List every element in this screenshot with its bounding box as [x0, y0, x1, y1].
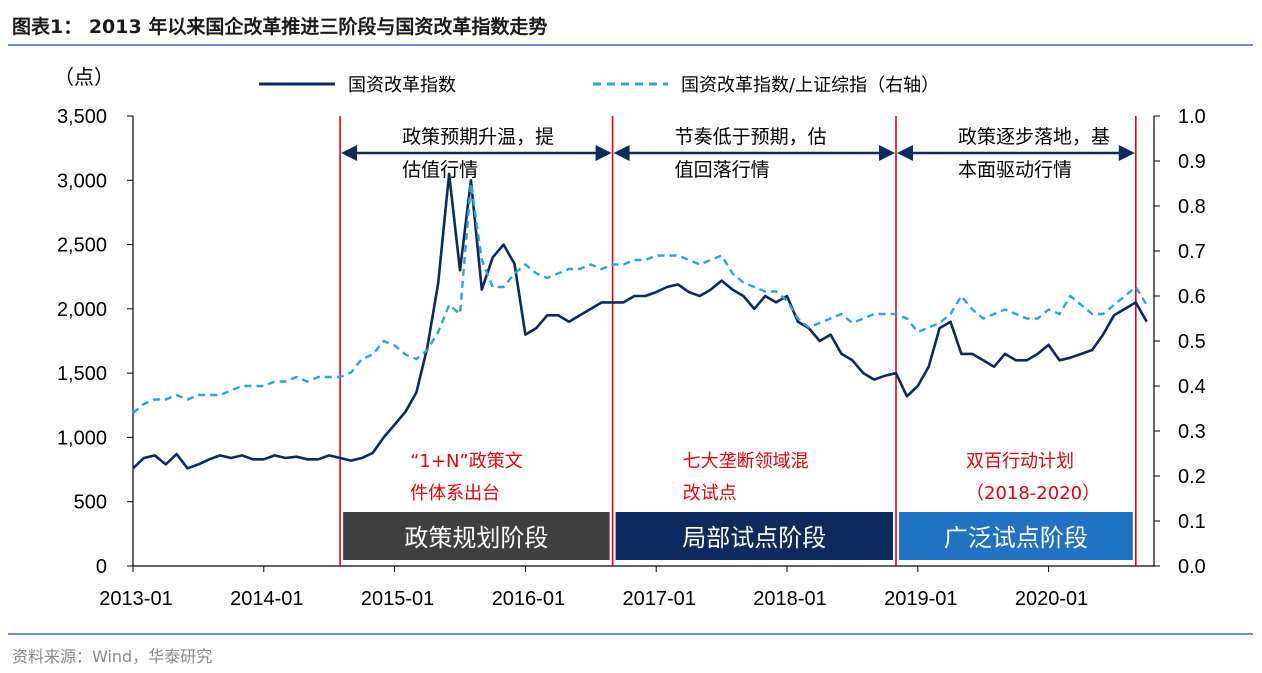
series-line-2 [132, 182, 1148, 414]
period-red-note: “1+N”政策文 [410, 451, 523, 472]
y-right-tick-label: 1.0 [1178, 106, 1206, 128]
source-divider [8, 633, 1253, 635]
period-arrow-note: 估值行情 [402, 159, 478, 181]
period-label: 局部试点阶段 [682, 524, 826, 552]
period-arrow-head-left [613, 145, 630, 161]
y-right-tick-label: 0.6 [1178, 286, 1206, 308]
chart-axes: （点） 0 500 1,000 1,500 2,000 2,500 3,000 3,500 0.0… [54, 66, 1206, 610]
period-label: 广泛试点阶段 [944, 524, 1088, 552]
y-left-tick-label: 2,000 [57, 299, 107, 321]
chart-title: 图表1： 2013 年以来国企改革推进三阶段与国资改革指数走势 [12, 16, 548, 38]
chart-series [132, 172, 1148, 470]
x-tick-label: 2017-01 [622, 588, 695, 610]
title-divider [8, 44, 1253, 46]
y-left-tick-label: 2,500 [57, 235, 107, 257]
period-arrow-note: 政策预期升温，提 [402, 126, 554, 148]
source-note: 资料来源：Wind，华泰研究 [12, 647, 213, 666]
y-left-tick-label: 0 [96, 556, 107, 578]
x-tick-label: 2013-01 [99, 588, 172, 610]
chart-legend: 国资改革指数 国资改革指数/上证综指（右轴） [259, 75, 939, 96]
x-tick-label: 2020-01 [1015, 588, 1088, 610]
period-red-note: 双百行动计划 [966, 451, 1074, 472]
y-right-tick-label: 0.2 [1178, 466, 1206, 488]
period-label-band [615, 512, 893, 560]
x-tick-label: 2019-01 [884, 588, 957, 610]
y-left-unit: （点） [54, 66, 114, 89]
period-arrow-head-left [897, 145, 913, 161]
y-left-tick-label: 500 [74, 492, 107, 514]
period-label-band [343, 512, 610, 560]
y-left-tick-label: 1,500 [57, 363, 107, 385]
y-right-tick-label: 0.7 [1178, 241, 1206, 263]
x-tick-label: 2014-01 [230, 588, 303, 610]
period-arrow-head-right [595, 145, 612, 161]
period-red-note: 七大垄断领域混 [683, 451, 809, 472]
period-arrow-note: 本面驱动行情 [958, 159, 1072, 181]
x-tick-label: 2018-01 [753, 588, 826, 610]
period-label-band [899, 512, 1133, 560]
series-line-1 [132, 172, 1148, 470]
y-right-tick-label: 0.9 [1178, 151, 1206, 173]
period-arrow-note: 政策逐步落地，基 [958, 126, 1110, 148]
period-red-note: 件体系出台 [410, 483, 500, 504]
y-left-tick-label: 1,000 [57, 427, 107, 449]
period-arrow-head-right [1118, 145, 1135, 161]
x-tick-label: 2016-01 [492, 588, 565, 610]
legend-label-1: 国资改革指数 [348, 75, 456, 96]
period-arrow-head-left [341, 145, 358, 161]
y-right-tick-label: 0.4 [1178, 376, 1206, 398]
period-arrow-note: 节奏低于预期，估 [675, 126, 827, 148]
y-right-tick-label: 0.3 [1178, 421, 1206, 443]
y-left-tick-label: 3,000 [57, 170, 107, 192]
y-right-tick-label: 0.8 [1178, 196, 1206, 218]
y-left-tick-label: 3,500 [57, 106, 107, 128]
period-arrow-head-right [879, 145, 895, 161]
legend-label-2: 国资改革指数/上证综指（右轴） [681, 75, 939, 96]
period-red-note: 改试点 [683, 483, 737, 504]
period-label: 政策规划阶段 [404, 524, 548, 552]
period-red-note: （2018-2020） [966, 483, 1100, 504]
x-tick-label: 2015-01 [361, 588, 434, 610]
period-arrow-note: 值回落行情 [675, 159, 770, 181]
y-right-tick-label: 0.0 [1178, 556, 1206, 578]
y-right-tick-label: 0.1 [1178, 511, 1206, 533]
y-right-tick-label: 0.5 [1178, 331, 1206, 353]
